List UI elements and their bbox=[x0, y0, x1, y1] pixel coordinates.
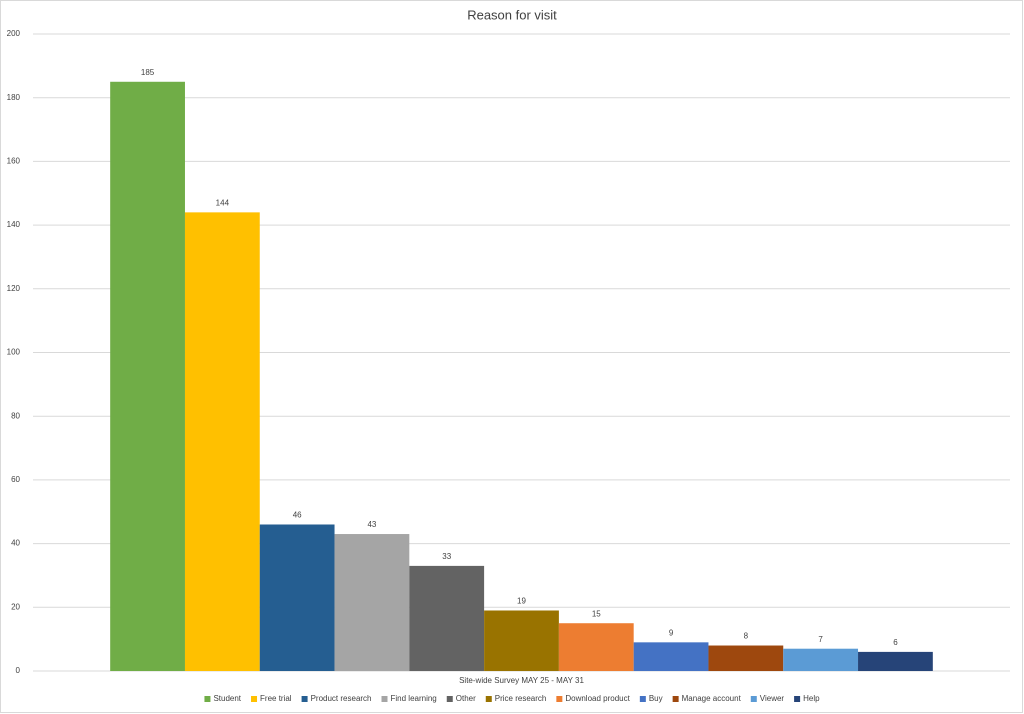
y-tick-label: 80 bbox=[11, 411, 20, 420]
bar bbox=[484, 610, 559, 671]
legend-swatch bbox=[750, 696, 757, 702]
legend-label: Other bbox=[456, 694, 476, 703]
legend-swatch bbox=[672, 696, 679, 702]
legend-swatch bbox=[301, 696, 308, 702]
y-tick-label: 160 bbox=[7, 157, 21, 166]
bar bbox=[858, 651, 933, 671]
bar bbox=[558, 623, 634, 671]
data-label: 43 bbox=[367, 520, 376, 529]
y-tick-label: 20 bbox=[11, 602, 20, 611]
data-label: 6 bbox=[893, 638, 898, 647]
y-tick-label: 60 bbox=[11, 475, 20, 484]
y-tick-label: 200 bbox=[7, 29, 21, 38]
y-tick-label: 180 bbox=[7, 93, 21, 102]
bar bbox=[184, 212, 260, 672]
bar bbox=[409, 565, 485, 671]
data-label: 7 bbox=[818, 635, 823, 644]
bar bbox=[334, 534, 410, 671]
data-label: 185 bbox=[141, 68, 155, 77]
x-tick-label: Site-wide Survey MAY 25 - MAY 31 bbox=[459, 676, 584, 685]
legend-swatch bbox=[381, 696, 388, 702]
legend-swatch bbox=[485, 696, 492, 702]
legend-swatch bbox=[446, 696, 453, 702]
legend-label: Student bbox=[213, 694, 241, 703]
y-tick-label: 120 bbox=[7, 284, 21, 293]
legend-label: Manage account bbox=[682, 694, 742, 703]
y-tick-label: 140 bbox=[7, 220, 21, 229]
bar bbox=[110, 81, 185, 671]
legend-label: Product research bbox=[311, 694, 372, 703]
legend-label: Buy bbox=[649, 694, 663, 703]
data-label: 19 bbox=[517, 597, 526, 606]
y-tick-label: 100 bbox=[7, 348, 21, 357]
data-label: 46 bbox=[293, 511, 302, 520]
y-tick-label: 0 bbox=[16, 666, 21, 675]
legend-swatch bbox=[556, 696, 563, 702]
legend-label: Viewer bbox=[760, 694, 785, 703]
legend-swatch bbox=[794, 696, 801, 702]
legend-label: Price research bbox=[495, 694, 547, 703]
legend-swatch bbox=[639, 696, 646, 702]
bar bbox=[708, 645, 784, 671]
legend-label: Download product bbox=[565, 694, 630, 703]
legend-label: Help bbox=[803, 694, 820, 703]
data-label: 15 bbox=[592, 609, 601, 618]
legend-label: Find learning bbox=[391, 694, 437, 703]
data-label: 9 bbox=[669, 628, 674, 637]
chart-title: Reason for visit bbox=[467, 7, 557, 22]
legend-swatch bbox=[251, 696, 258, 702]
data-label: 33 bbox=[442, 552, 451, 561]
bar bbox=[259, 524, 335, 671]
legend: Student Free trial Product research Find le… bbox=[204, 694, 820, 703]
legend-swatch bbox=[204, 696, 211, 702]
legend-label: Free trial bbox=[260, 694, 292, 703]
data-label: 8 bbox=[744, 632, 749, 641]
y-tick-label: 40 bbox=[11, 539, 20, 548]
data-label: 144 bbox=[216, 198, 230, 207]
bar bbox=[783, 648, 859, 671]
bar bbox=[633, 642, 709, 671]
